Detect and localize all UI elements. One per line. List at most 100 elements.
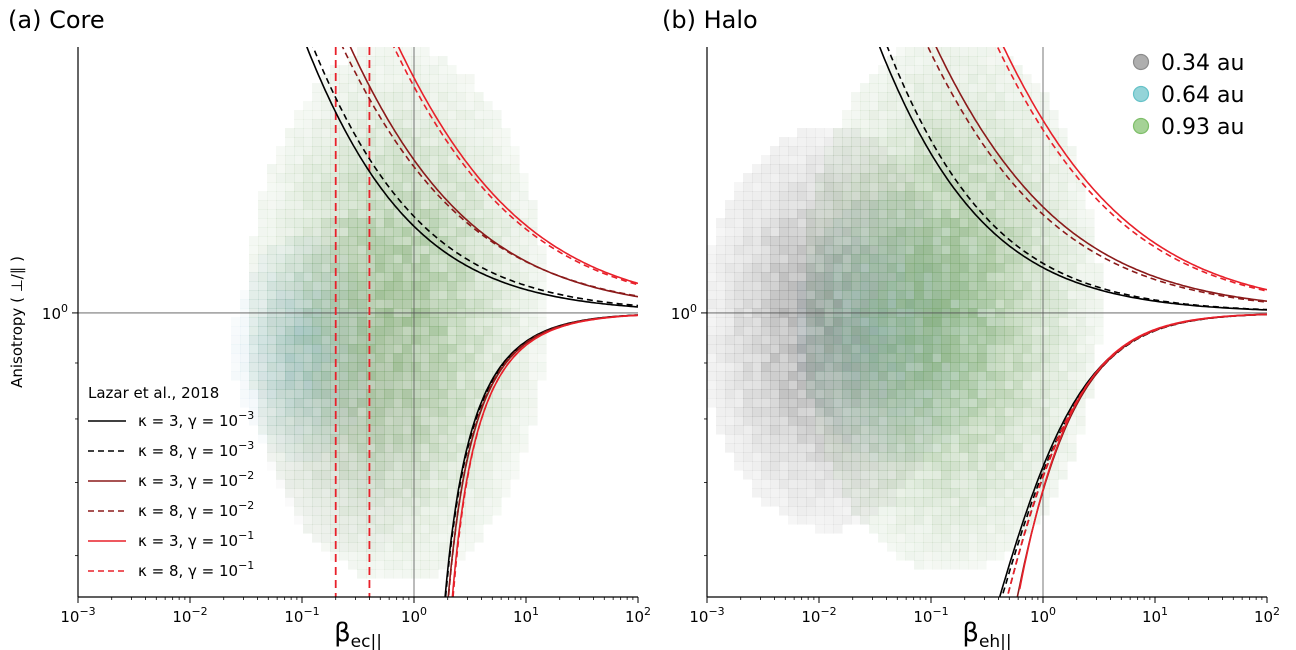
- density-cell: [321, 245, 331, 255]
- density-cell: [357, 353, 367, 363]
- density-cell: [788, 326, 798, 336]
- density-cell: [941, 218, 951, 228]
- density-cell: [330, 155, 340, 165]
- density-cell: [905, 371, 915, 381]
- density-cell: [429, 191, 439, 201]
- density-cell: [411, 65, 421, 75]
- density-cell: [267, 326, 277, 336]
- density-cell: [914, 434, 924, 444]
- density-cell: [384, 380, 394, 390]
- density-cell: [806, 452, 816, 462]
- density-cell: [797, 173, 807, 183]
- density-cell: [276, 272, 286, 282]
- threshold-curves: [306, 47, 638, 597]
- density-cell: [797, 371, 807, 381]
- density-cell: [348, 272, 358, 282]
- density-cell: [366, 299, 376, 309]
- density-cell: [312, 200, 322, 210]
- density-cell: [330, 515, 340, 525]
- density-cell: [770, 398, 780, 408]
- density-cell: [393, 173, 403, 183]
- density-cell: [923, 236, 933, 246]
- density-cell: [258, 218, 268, 228]
- y-tick-label: 100: [42, 302, 68, 323]
- density-cell: [824, 371, 834, 381]
- density-cell: [905, 236, 915, 246]
- density-cell: [869, 92, 879, 102]
- density-cell: [833, 371, 843, 381]
- density-cell: [330, 479, 340, 489]
- density-cell: [348, 164, 358, 174]
- density-cell: [411, 398, 421, 408]
- density-cell: [860, 380, 870, 390]
- density-cell: [456, 182, 466, 192]
- density-cell: [887, 290, 897, 300]
- density-cell: [348, 506, 358, 516]
- density-cell: [743, 290, 753, 300]
- density-cell: [312, 119, 322, 129]
- density-cell: [429, 344, 439, 354]
- density-cell: [348, 191, 358, 201]
- density-cell: [851, 434, 861, 444]
- density-cell: [312, 128, 322, 138]
- density-cell: [438, 362, 448, 372]
- density-cell: [860, 452, 870, 462]
- density-cell: [321, 389, 331, 399]
- density-cell: [932, 488, 942, 498]
- density-cell: [375, 452, 385, 462]
- density-cell: [842, 128, 852, 138]
- density-cell: [420, 137, 430, 147]
- density-cell: [860, 254, 870, 264]
- density-cell: [267, 335, 277, 345]
- density-cell: [797, 155, 807, 165]
- density-cell: [258, 398, 268, 408]
- density-cell: [743, 236, 753, 246]
- density-cell: [887, 254, 897, 264]
- density-cell: [932, 470, 942, 480]
- density-cell: [411, 506, 421, 516]
- density-cell: [833, 398, 843, 408]
- density-cell: [357, 92, 367, 102]
- density-cell: [788, 335, 798, 345]
- density-cell: [761, 398, 771, 408]
- density-cell: [348, 524, 358, 534]
- density-cell: [887, 263, 897, 273]
- density-cell: [348, 317, 358, 327]
- density-cell: [878, 164, 888, 174]
- density-cell: [447, 299, 457, 309]
- density-cell: [869, 479, 879, 489]
- density-cell: [465, 416, 475, 426]
- density-cell: [770, 272, 780, 282]
- density-cell: [923, 434, 933, 444]
- density-cell: [339, 425, 349, 435]
- density-cell: [842, 434, 852, 444]
- density-cell: [429, 470, 439, 480]
- density-cell: [878, 290, 888, 300]
- density-cell: [896, 497, 906, 507]
- density-cell: [887, 173, 897, 183]
- density-cell: [806, 299, 816, 309]
- density-cell: [312, 407, 322, 417]
- density-cell: [411, 479, 421, 489]
- density-cell: [321, 425, 331, 435]
- density-cell: [438, 371, 448, 381]
- density-cell: [878, 443, 888, 453]
- density-cell: [851, 173, 861, 183]
- density-cell: [483, 452, 493, 462]
- density-cell: [923, 74, 933, 84]
- density-cell: [294, 515, 304, 525]
- density-cell: [429, 461, 439, 471]
- density-cell: [950, 182, 960, 192]
- density-cell: [348, 245, 358, 255]
- density-cell: [285, 326, 295, 336]
- density-cell: [519, 182, 529, 192]
- density-cell: [833, 254, 843, 264]
- density-cell: [366, 56, 376, 66]
- density-cell: [492, 200, 502, 210]
- density-cell: [348, 344, 358, 354]
- density-cell: [429, 83, 439, 93]
- density-cell: [869, 272, 879, 282]
- density-cell: [878, 74, 888, 84]
- density-cell: [366, 272, 376, 282]
- density-cell: [276, 452, 286, 462]
